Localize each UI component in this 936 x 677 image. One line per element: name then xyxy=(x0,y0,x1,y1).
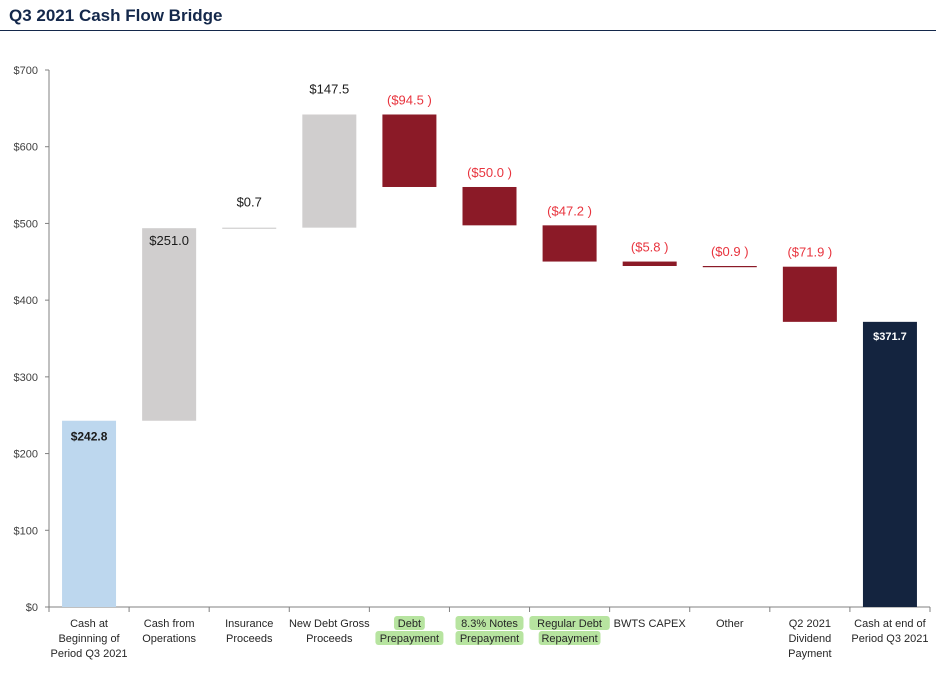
bar-value-label: $147.5 xyxy=(309,81,349,96)
bar xyxy=(62,420,117,607)
bar-value-label: ($0.9 ) xyxy=(711,244,749,259)
x-category-label: Cash at end of xyxy=(854,618,926,630)
category-highlight xyxy=(538,631,601,645)
x-category-label: Cash from xyxy=(144,618,195,630)
y-tick-label: $400 xyxy=(14,295,38,307)
x-category-label: Prepayment xyxy=(380,633,439,645)
bar xyxy=(622,261,677,267)
y-tick-label: $600 xyxy=(14,142,38,154)
category-highlight xyxy=(455,616,524,630)
bar-value-label: $0.7 xyxy=(237,195,262,210)
bar-value-label: ($5.8 ) xyxy=(631,240,669,255)
x-category-label: Regular Debt xyxy=(537,618,602,630)
bar-value-label: ($47.2 ) xyxy=(547,203,592,218)
bar xyxy=(542,225,597,262)
x-category-label: Proceeds xyxy=(306,633,353,645)
x-category-label: Debt xyxy=(398,618,421,630)
bar-value-label: $242.8 xyxy=(71,430,108,444)
x-category-label: 8.3% Notes xyxy=(461,618,518,630)
bar xyxy=(302,114,357,228)
x-category-label: Insurance xyxy=(225,618,273,630)
bar-value-label: ($71.9 ) xyxy=(787,245,832,260)
x-category-label: BWTS CAPEX xyxy=(614,618,687,630)
page-title: Q3 2021 Cash Flow Bridge xyxy=(9,6,223,25)
x-category-label: Other xyxy=(716,618,744,630)
x-category-label: Period Q3 2021 xyxy=(51,648,128,660)
bar-value-label: ($94.5 ) xyxy=(387,92,432,107)
bar xyxy=(462,186,517,226)
bar xyxy=(222,227,277,229)
bar xyxy=(702,266,757,268)
y-tick-label: $700 xyxy=(14,65,38,77)
x-category-label: Beginning of xyxy=(58,633,120,645)
bar xyxy=(382,114,437,187)
x-category-label: Cash at xyxy=(70,618,108,630)
title-divider xyxy=(0,30,936,31)
x-category-label: Payment xyxy=(788,648,831,660)
x-category-label: Operations xyxy=(142,633,196,645)
bar-value-label: $251.0 xyxy=(149,233,189,248)
y-tick-label: $300 xyxy=(14,372,38,384)
bar-value-label: $371.7 xyxy=(873,331,907,343)
x-category-label: New Debt Gross xyxy=(289,618,370,630)
category-highlight xyxy=(375,631,444,645)
category-highlight xyxy=(529,616,610,630)
y-tick-label: $100 xyxy=(14,525,38,537)
x-category-label: Prepayment xyxy=(460,633,519,645)
category-highlight xyxy=(394,616,425,630)
bar xyxy=(142,228,197,421)
bar xyxy=(782,266,837,322)
x-category-label: Dividend xyxy=(788,633,831,645)
x-category-label: Repayment xyxy=(541,633,597,645)
bar xyxy=(862,321,917,607)
category-highlight xyxy=(455,631,524,645)
x-category-label: Q2 2021 xyxy=(789,618,831,630)
y-tick-label: $500 xyxy=(14,218,38,230)
y-tick-label: $0 xyxy=(26,602,38,614)
x-category-label: Period Q3 2021 xyxy=(851,633,928,645)
bar-value-label: ($50.0 ) xyxy=(467,165,512,180)
x-category-label: Proceeds xyxy=(226,633,273,645)
y-tick-label: $200 xyxy=(14,449,38,461)
